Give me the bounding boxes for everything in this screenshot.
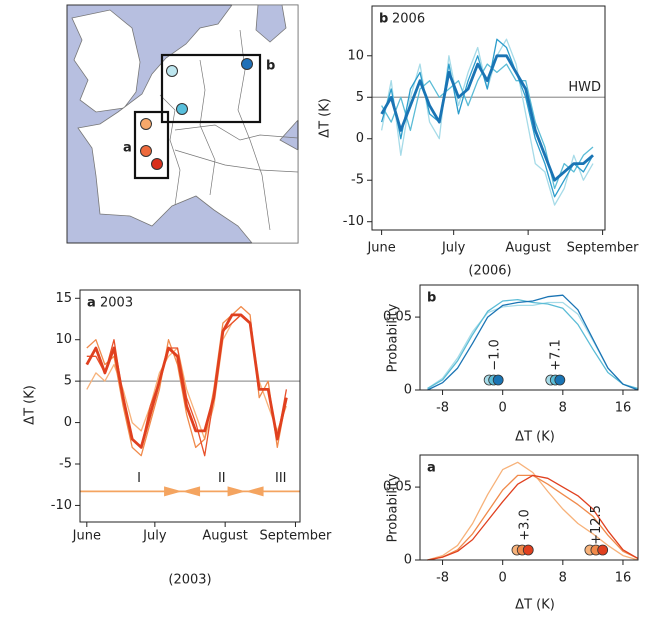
y-tick-label: 0.05 [383,480,412,495]
series-line [85,313,288,449]
series-line [427,294,639,391]
phase-label: II [218,471,226,486]
panel-title: 2006 [392,12,425,27]
x-tick-label: June [72,529,101,544]
station-dot [140,145,152,157]
x-tick-label: 0 [499,401,507,416]
phase-label: I [137,471,141,486]
x-axis-label: (2003) [168,573,211,588]
y-tick-label: 10 [55,332,72,347]
y-axis-label: ΔT (K) [23,385,38,425]
x-tick-label: 0 [499,571,507,586]
panel: 0 0.05 -8 0 8 16 +3.0 +12.5 a Probability ΔT (K) [383,454,639,613]
x-tick-label: August [505,241,551,256]
station-dot [176,103,188,115]
y-tick-label: -5 [351,173,364,188]
plot-frame [371,5,606,231]
plot-frame [419,284,639,391]
x-tick-label: July [441,241,466,256]
station-dot [151,158,163,170]
x-tick-label: 16 [615,401,632,416]
mean-marker [492,374,504,386]
series-line [427,474,639,561]
series-line [380,38,594,198]
phase-arrow [182,486,201,497]
phase-label: III [275,471,287,486]
station-dot [140,118,152,130]
x-tick-label: 16 [615,571,632,586]
panel: 0 0.05 -8 0 8 16 −1.0 +7.1 b Probability ΔT (K) [383,284,639,445]
y-tick-label: 0 [64,415,72,430]
phase-arrow [227,486,246,497]
phase-arrow [245,486,264,497]
series-line [86,314,288,457]
panel-title: 2003 [100,296,133,311]
station-dot [166,65,178,77]
y-tick-label: 5 [356,90,364,105]
y-tick-label: 5 [64,374,72,389]
y-tick-label: 0 [404,383,412,398]
y-tick-label: -10 [51,498,72,513]
map-border [159,94,181,206]
x-tick-label: -8 [436,571,449,586]
y-axis-label: ΔT (K) [318,98,333,138]
mean-marker [554,374,566,386]
region-box [160,53,262,124]
map-border [174,124,299,141]
panel: -10 -5 0 5 10 June July August September HWD b 2006… [318,5,640,279]
x-tick-label: 8 [559,401,567,416]
panel-label: a [427,461,436,476]
y-axis-label: Probability [386,473,401,542]
y-tick-label: 0 [404,553,412,568]
mean-marker [597,544,609,556]
series-line [427,298,639,390]
x-axis-label: ΔT (K) [515,598,555,613]
panel-label: b [427,291,436,306]
y-tick-label: 15 [55,291,72,306]
x-tick-label: June [366,241,395,256]
phase-arrow [164,486,183,497]
x-axis-label: ΔT (K) [515,430,555,445]
x-tick-label: September [260,529,333,544]
station-dot [241,58,253,70]
panel-label: a [87,296,96,311]
reference-label: HWD [568,80,601,95]
mean-label: +7.1 [549,339,564,371]
map-border [199,59,216,196]
series-line [427,301,639,391]
map-land [71,9,141,113]
mean-label: −1.0 [488,339,503,371]
x-tick-label: July [142,529,167,544]
y-axis-label: Probability [386,303,401,372]
plot-frame [79,289,301,523]
mean-marker [522,544,534,556]
y-tick-label: 0.05 [383,310,412,325]
mean-label: +12.5 [589,505,604,545]
series-line [427,461,639,561]
map-border [174,149,299,173]
x-tick-label: September [567,241,640,256]
series-line [381,63,594,190]
y-tick-label: -10 [343,214,364,229]
map-label: a [123,141,132,156]
x-axis-label: (2006) [468,264,511,279]
mean-label: +3.0 [518,509,533,541]
y-tick-label: -5 [59,457,72,472]
y-tick-label: 0 [356,131,364,146]
x-tick-label: August [202,529,248,544]
plot-frame [419,454,639,561]
map: a b [66,4,299,244]
panel-label: b [379,12,388,27]
x-tick-label: 8 [559,571,567,586]
region-box [133,110,170,180]
series-line [380,54,594,182]
map-label: b [266,59,275,74]
map-sea [255,4,287,43]
x-tick-label: -8 [436,401,449,416]
y-tick-label: 10 [347,48,364,63]
